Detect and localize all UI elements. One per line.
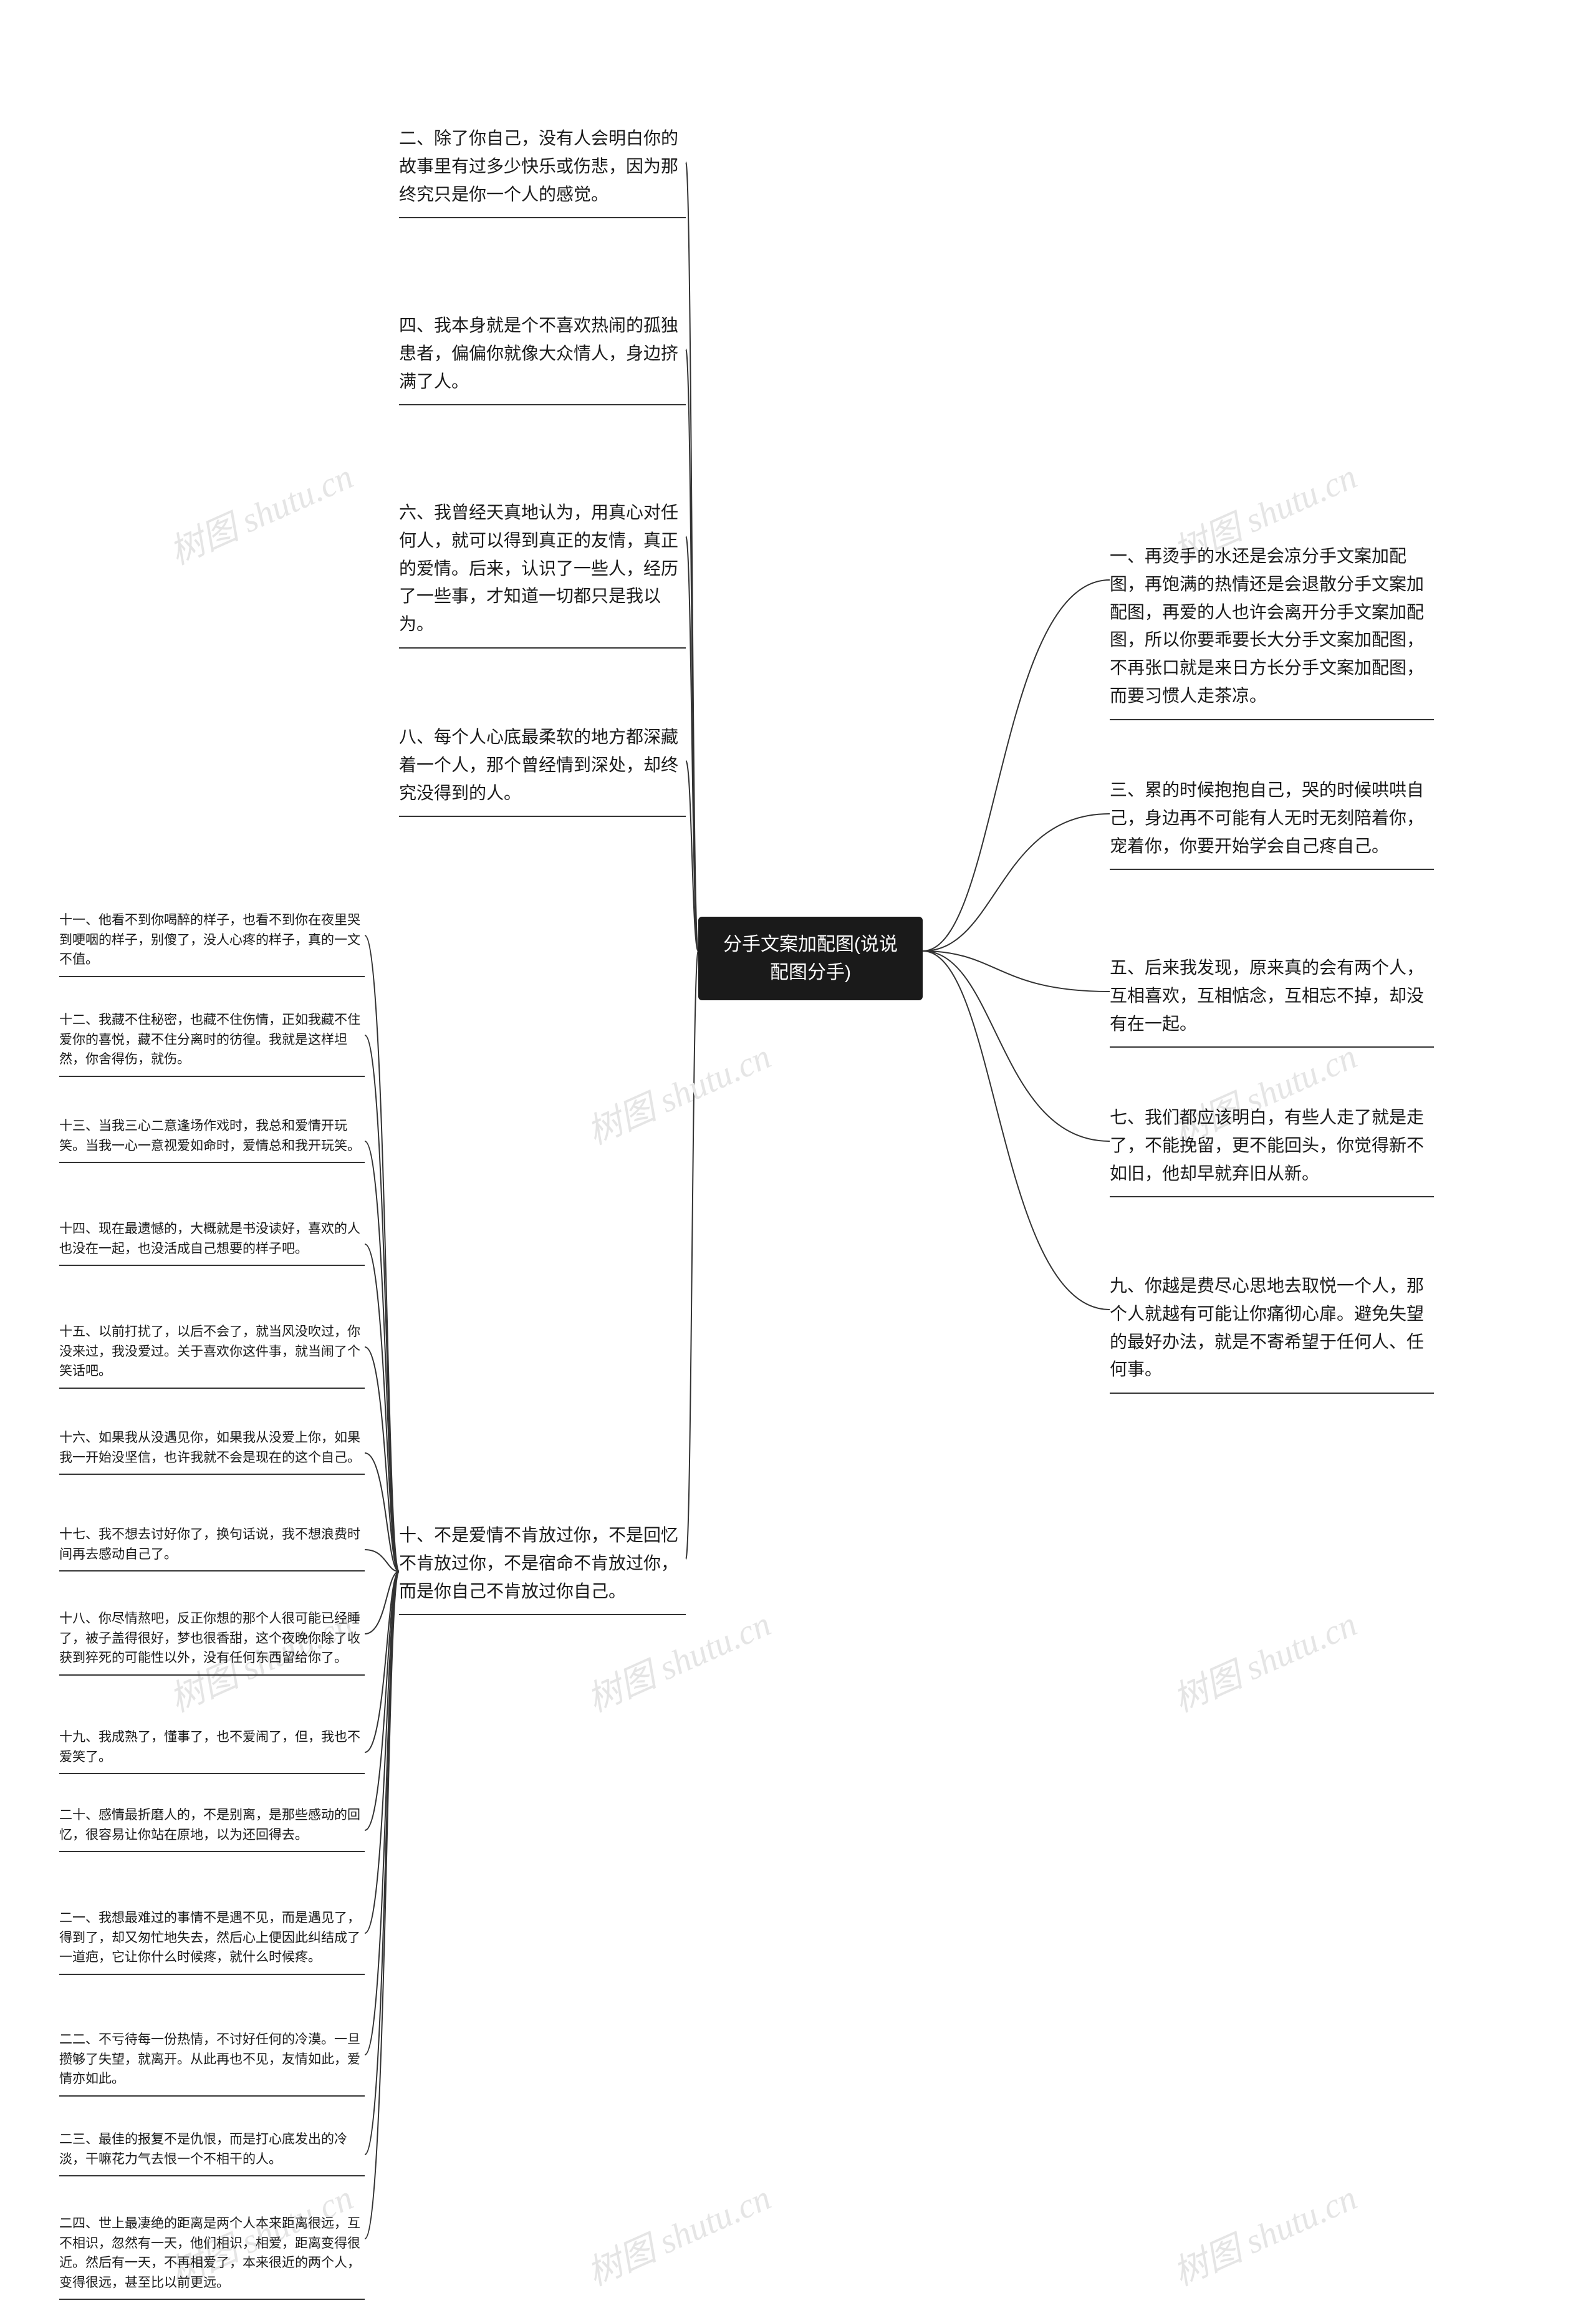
leaf-node: 十八、你尽情熬吧，反正你想的那个人很可能已经睡了，被子盖得很好，梦也很香甜，这个…: [59, 1609, 365, 1676]
root-node: 分手文案加配图(说说配图分手): [698, 917, 923, 1000]
left-branch-node: 八、每个人心底最柔软的地方都深藏着一个人，那个曾经情到深处，却终究没得到的人。: [399, 723, 686, 817]
leaf-node: 二二、不亏待每一份热情，不讨好任何的冷漠。一旦攒够了失望，就离开。从此再也不见，…: [59, 2030, 365, 2097]
leaf-node: 十九、我成熟了，懂事了，也不爱闹了，但，我也不爱笑了。: [59, 1727, 365, 1774]
left-branch-node: 六、我曾经天真地认为，用真心对任何人，就可以得到真正的友情，真正的爱情。后来，认…: [399, 499, 686, 649]
left-branch-node: 二、除了你自己，没有人会明白你的故事里有过多少快乐或伤悲，因为那终究只是你一个人…: [399, 125, 686, 218]
leaf-node: 十三、当我三心二意逢场作戏时，我总和爱情开玩笑。当我一心一意视爱如命时，爱情总和…: [59, 1116, 365, 1163]
right-branch-node: 九、你越是费尽心思地去取悦一个人，那个人就越有可能让你痛彻心扉。避免失望的最好办…: [1110, 1272, 1434, 1394]
left-branch-node: 十、不是爱情不肯放过你，不是回忆不肯放过你，不是宿命不肯放过你，而是你自己不肯放…: [399, 1522, 686, 1615]
leaf-node: 二十、感情最折磨人的，不是别离，是那些感动的回忆，很容易让你站在原地，以为还回得…: [59, 1805, 365, 1852]
leaf-node: 十七、我不想去讨好你了，换句话说，我不想浪费时间再去感动自己了。: [59, 1525, 365, 1572]
left-branch-node: 四、我本身就是个不喜欢热闹的孤独患者，偏偏你就像大众情人，身边挤满了人。: [399, 312, 686, 405]
right-branch-node: 五、后来我发现，原来真的会有两个人，互相喜欢，互相惦念，互相忘不掉，却没有在一起…: [1110, 954, 1434, 1048]
leaf-node: 二一、我想最难过的事情不是遇不见，而是遇见了，得到了，却又匆忙地失去，然后心上便…: [59, 1908, 365, 1975]
leaf-node: 二三、最佳的报复不是仇恨，而是打心底发出的冷淡，干嘛花力气去恨一个不相干的人。: [59, 2130, 365, 2176]
leaf-node: 十一、他看不到你喝醉的样子，也看不到你在夜里哭到哽咽的样子，别傻了，没人心疼的样…: [59, 910, 365, 977]
leaf-node: 十四、现在最遗憾的，大概就是书没读好，喜欢的人也没在一起，也没活成自己想要的样子…: [59, 1219, 365, 1266]
leaf-node: 十二、我藏不住秘密，也藏不住伤情，正如我藏不住爱你的喜悦，藏不住分离时的彷徨。我…: [59, 1010, 365, 1077]
right-branch-node: 一、再烫手的水还是会凉分手文案加配图，再饱满的热情还是会退散分手文案加配图，再爱…: [1110, 543, 1434, 720]
leaf-node: 十六、如果我从没遇见你，如果我从没爱上你，如果我一开始没坚信，也许我就不会是现在…: [59, 1428, 365, 1475]
right-branch-node: 七、我们都应该明白，有些人走了就是走了，不能挽留，更不能回头，你觉得新不如旧，他…: [1110, 1104, 1434, 1197]
leaf-node: 二四、世上最凄绝的距离是两个人本来距离很远，互不相识，忽然有一天，他们相识，相爱…: [59, 2214, 365, 2300]
leaf-node: 十五、以前打扰了，以后不会了，就当风没吹过，你没来过，我没爱过。关于喜欢你这件事…: [59, 1322, 365, 1389]
right-branch-node: 三、累的时候抱抱自己，哭的时候哄哄自己，身边再不可能有人无时无刻陪着你，宠着你，…: [1110, 776, 1434, 870]
